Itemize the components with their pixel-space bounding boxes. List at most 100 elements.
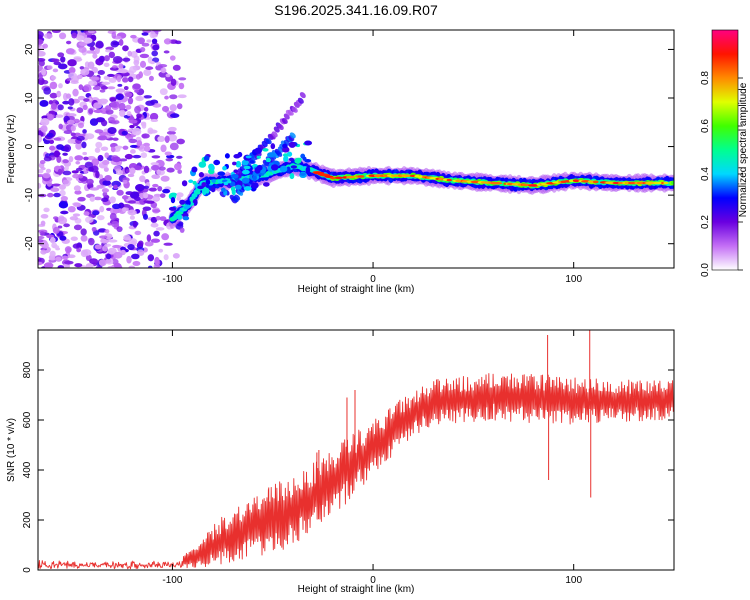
heatmap-noise-cell: [144, 241, 154, 247]
heatmap-noise-cell: [66, 77, 72, 82]
heatmap-transition-cell: [245, 155, 252, 159]
heatmap-noise-cell: [163, 242, 173, 246]
heatmap-ridge-peak: [334, 176, 343, 180]
heatmap-noise-cell: [120, 246, 127, 251]
heatmap-noise-cell: [38, 168, 44, 174]
heatmap-noise-cell: [166, 130, 176, 135]
heatmap-transition-cell: [210, 186, 216, 193]
heatmap-noise-cell: [59, 189, 66, 197]
heatmap-transition-cell: [282, 146, 290, 153]
heatmap-noise-cell: [58, 83, 63, 89]
heatmap-noise-cell: [91, 158, 100, 166]
heatmap-noise-cell: [159, 88, 168, 96]
heatmap-noise-cell: [93, 102, 102, 109]
heatmap-noise-cell: [111, 220, 120, 228]
heatmap-transition-cell: [305, 166, 311, 174]
heatmap-noise-cell: [143, 185, 150, 189]
heatmap-noise-cell: [82, 151, 88, 156]
heatmap-noise-cell: [84, 161, 94, 169]
heatmap-noise-cell: [112, 65, 118, 69]
heatmap-noise-cell: [70, 236, 78, 241]
heatmap-transition-cell: [304, 140, 313, 146]
heatmap-transition-cell: [192, 180, 197, 185]
heatmap-noise-cell: [39, 159, 46, 165]
heatmap-noise-cell: [41, 80, 49, 85]
heatmap-noise-cell: [45, 168, 52, 173]
heatmap-noise-cell: [170, 113, 180, 118]
heatmap-noise-cell: [178, 82, 185, 90]
heatmap-noise-cell: [104, 152, 109, 159]
heatmap-noise-cell: [65, 93, 72, 99]
heatmap-noise-cell: [164, 95, 169, 100]
heatmap-noise-cell: [40, 249, 47, 255]
heatmap-ridge-peak: [402, 174, 413, 178]
heatmap-noise-cell: [76, 35, 85, 41]
heatmap-noise-cell: [67, 113, 77, 117]
heatmap-transition-cell: [213, 159, 221, 166]
heatmap-noise-cell: [96, 215, 105, 221]
heatmap-transition-cell: [203, 155, 210, 162]
heatmap-noise-cell: [62, 152, 68, 156]
heatmap-noise-cell: [58, 123, 63, 130]
heatmap-transition-cell: [279, 165, 288, 173]
heatmap-transition-cell: [176, 214, 183, 220]
heatmap-noise-cell: [117, 83, 123, 87]
heatmap-noise-cell: [94, 46, 100, 55]
heatmap-noise-cell: [111, 31, 117, 39]
heatmap-noise-cell: [158, 166, 166, 171]
heatmap-noise-cell: [77, 196, 86, 202]
heatmap-noise-cell: [52, 226, 60, 234]
heatmap-noise-cell: [103, 75, 111, 81]
snr-spikes: [268, 330, 592, 521]
heatmap-noise-cell: [150, 238, 161, 243]
heatmap-noise-cell: [128, 138, 138, 144]
heatmap-noise-cell: [77, 122, 84, 129]
heatmap-noise-cell: [76, 135, 85, 141]
heatmap-noise-cell: [95, 141, 103, 149]
heatmap-transition-cell: [235, 160, 242, 168]
heatmap-noise-cell: [85, 263, 93, 268]
heatmap-noise-cell: [110, 101, 120, 108]
heatmap-transition-cell: [288, 141, 296, 148]
heatmap-noise-cell: [157, 64, 168, 68]
heatmap-noise-cell: [46, 132, 54, 138]
heatmap-noise-cell: [125, 104, 132, 110]
colorbar-label: Normalized spectral amplitude: [738, 82, 749, 217]
heatmap-noise-cell: [131, 253, 140, 260]
heatmap-noise-cell: [38, 57, 46, 62]
heatmap-transition-cell: [186, 199, 191, 207]
heatmap-noise-cell: [97, 135, 108, 141]
heatmap-transition-cell: [256, 155, 261, 159]
heatmap-noise-cell: [56, 144, 65, 150]
heatmap-noise-cell: [62, 100, 70, 105]
heatmap-noise-cell: [162, 188, 171, 194]
heatmap-noise-cell: [143, 95, 152, 99]
heatmap-noise-cell: [146, 39, 152, 43]
heatmap-noise-cell: [151, 174, 161, 180]
heatmap-noise-cell: [176, 155, 183, 159]
heatmap-noise-cell: [82, 129, 87, 134]
heatmap-branch-cell: [299, 92, 306, 99]
heatmap-noise-cell: [161, 233, 170, 241]
heatmap-noise-cell: [109, 97, 117, 103]
heatmap-transition-cell: [290, 165, 298, 169]
heatmap-noise-cell: [43, 207, 50, 213]
heatmap-noise-cell: [143, 200, 151, 204]
heatmap-noise-cell: [121, 195, 129, 200]
heatmap-noise-cell: [93, 109, 103, 114]
heatmap-transition-cell: [211, 179, 216, 183]
heatmap-transition-cell: [230, 173, 239, 179]
heatmap-noise-cell: [73, 185, 81, 192]
heatmap-ridge-peak: [527, 184, 540, 187]
heatmap-transition-cell: [270, 143, 276, 150]
heatmap-noise-cell: [155, 227, 165, 231]
heatmap-noise-cell: [139, 198, 147, 205]
heatmap-noise-cell: [49, 139, 55, 144]
heatmap-noise-cell: [43, 140, 51, 145]
heatmap-noise-cell: [112, 56, 123, 64]
heatmap-noise-cell: [105, 49, 112, 53]
heatmap-noise-cell: [70, 132, 76, 137]
heatmap-noise-cell: [107, 86, 116, 90]
